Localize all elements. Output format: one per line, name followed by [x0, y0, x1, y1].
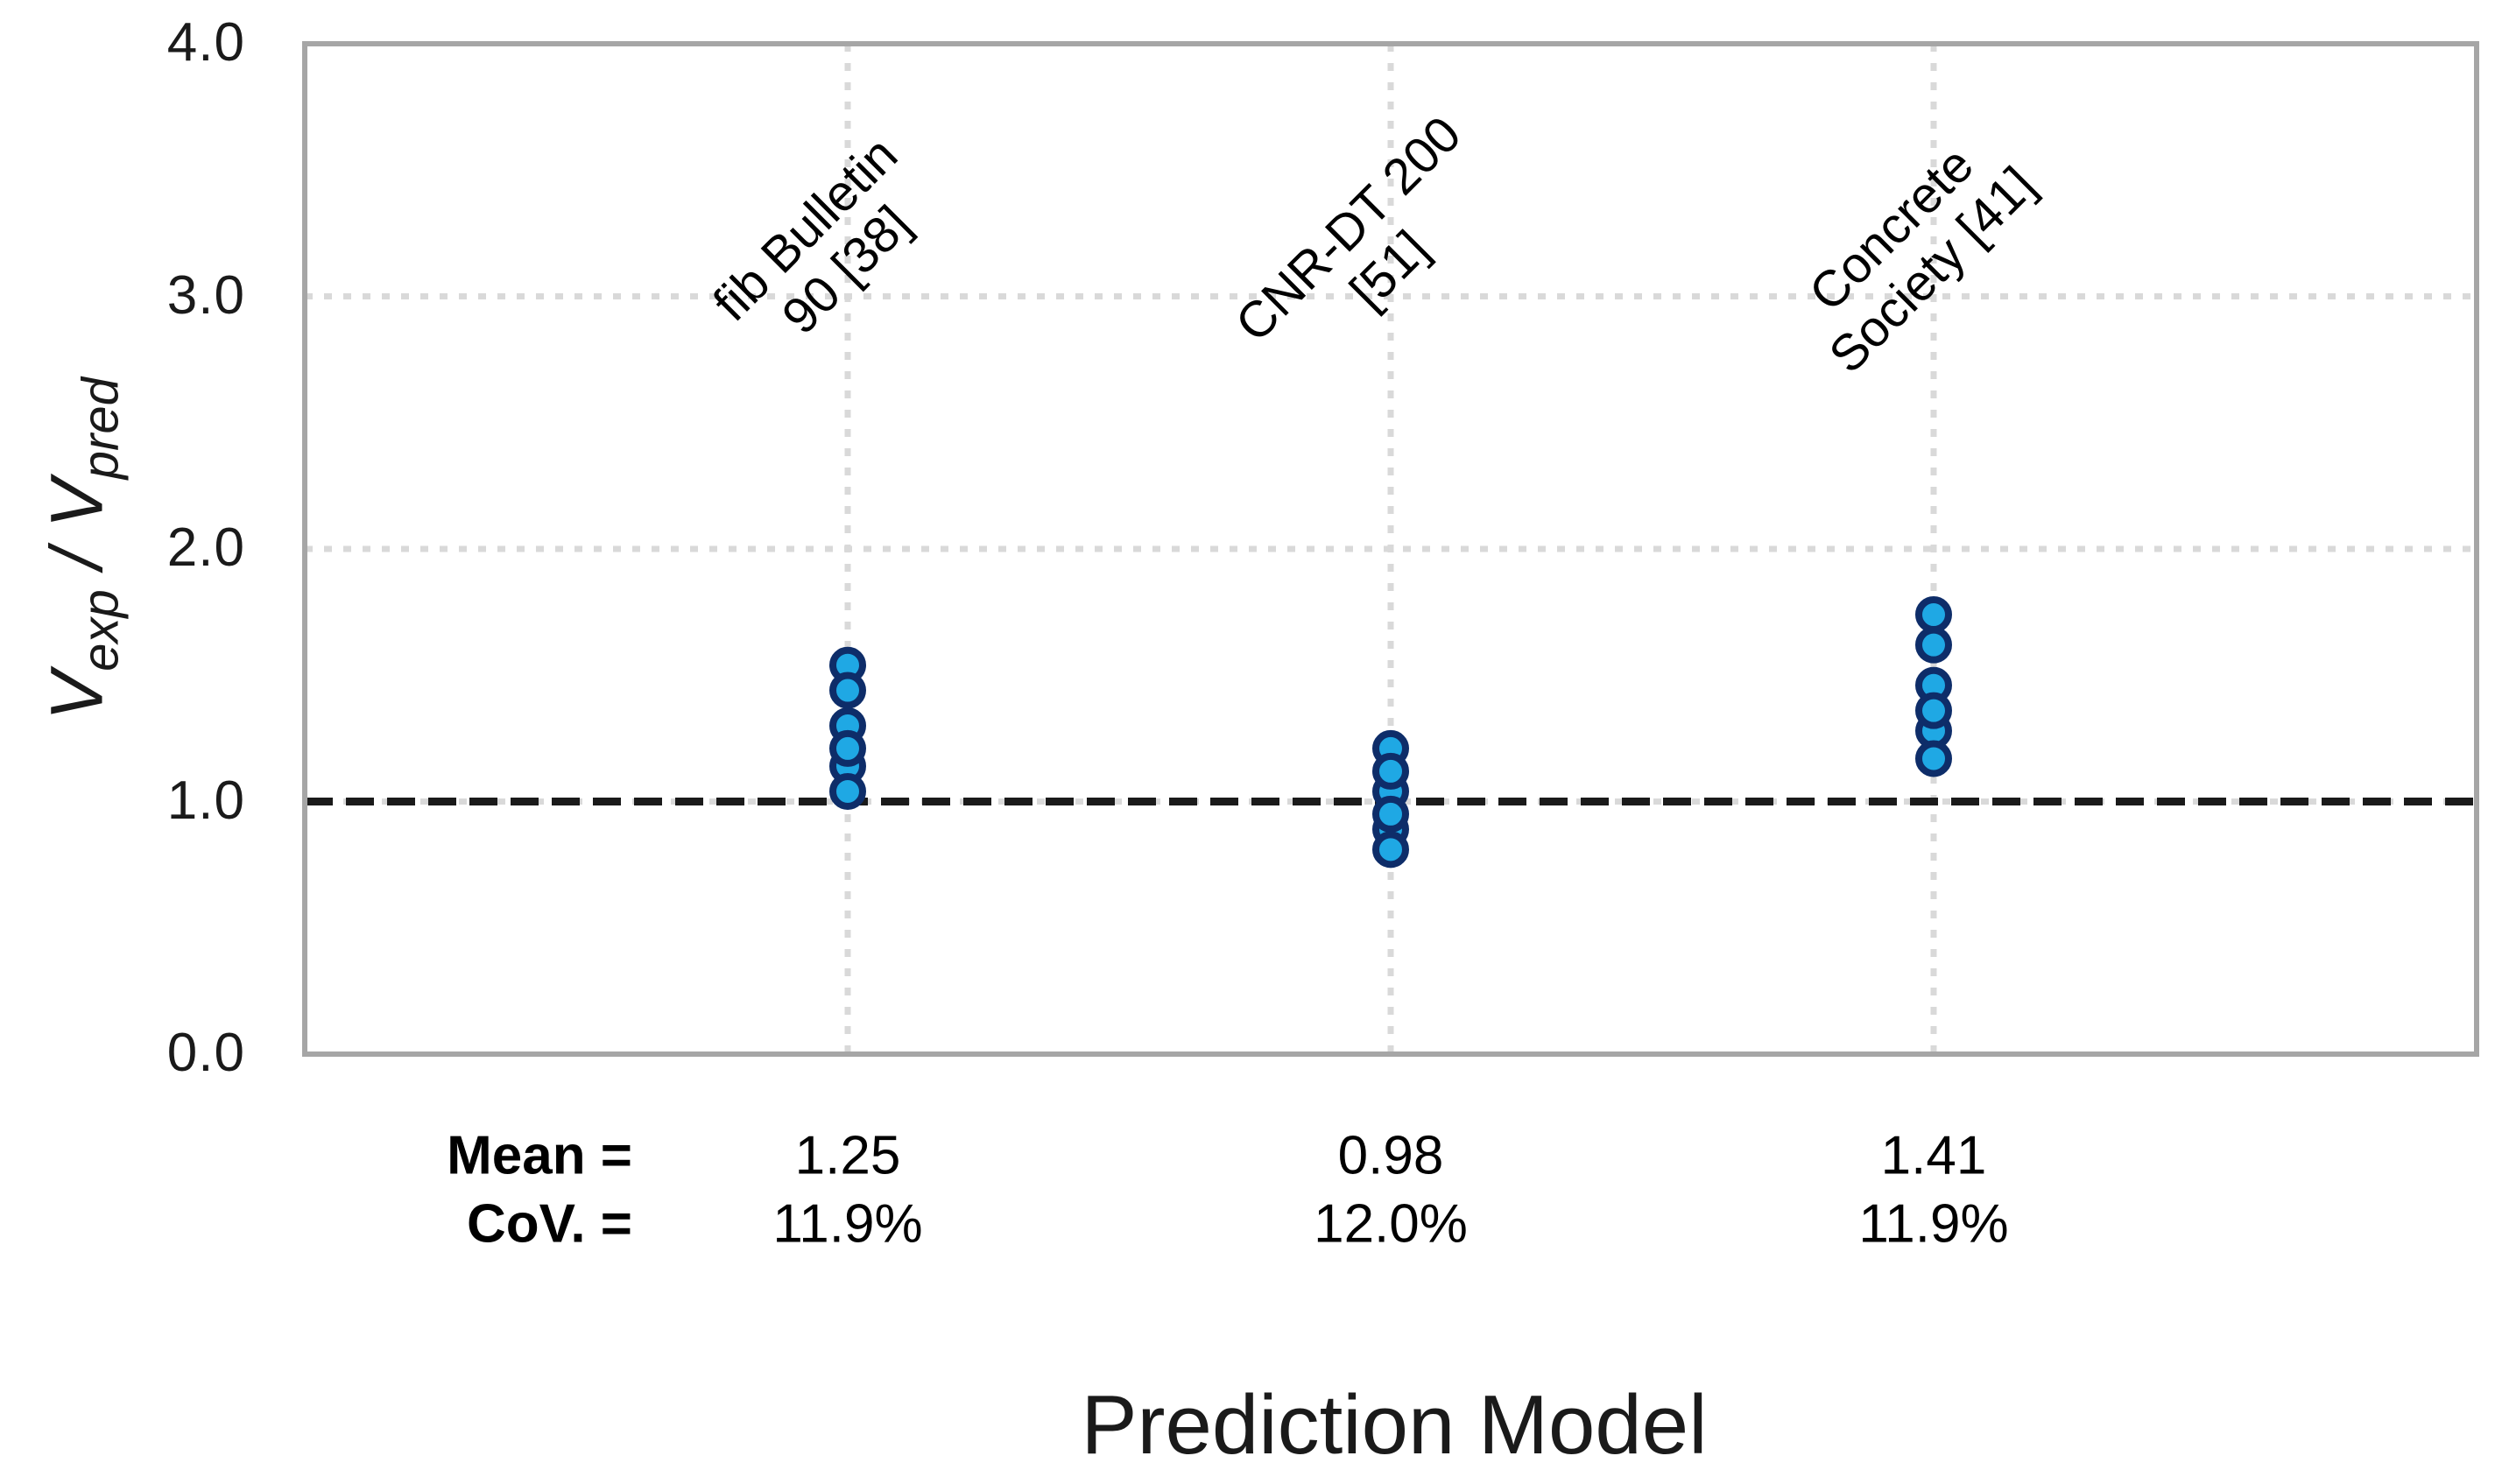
data-point-marker: [1915, 692, 1952, 729]
data-point-marker: [1915, 626, 1952, 664]
y-tick-label-1.0: 1.0: [166, 770, 245, 831]
mean-value-3: 1.41: [1880, 1125, 1987, 1186]
data-point-marker: [1372, 752, 1409, 790]
x-axis-title: Prediction Model: [1081, 1378, 1708, 1472]
data-point-marker: [829, 772, 866, 810]
data-point-marker: [829, 672, 866, 709]
y-axis-title-sub-exp: exp: [72, 589, 130, 672]
y-tick-label-0.0: 0.0: [166, 1023, 245, 1084]
plot-frame: [302, 41, 2479, 1057]
data-point-marker: [829, 729, 866, 767]
mean-value-2: 0.98: [1337, 1125, 1444, 1186]
y-axis-title-sub-pred: pred: [72, 377, 130, 480]
data-point-marker: [1372, 795, 1409, 833]
cov-value-3: 11.9%: [1858, 1193, 2009, 1255]
cov-value-2: 12.0%: [1314, 1193, 1468, 1255]
data-point-marker: [1372, 831, 1409, 869]
mean-row-label: Mean =: [447, 1125, 632, 1186]
mean-value-1: 1.25: [794, 1125, 901, 1186]
y-tick-label-4.0: 4.0: [166, 12, 245, 74]
y-tick-label-2.0: 2.0: [166, 517, 245, 579]
y-axis-title-vexp: V: [35, 671, 118, 721]
cov-value-1: 11.9%: [772, 1193, 923, 1255]
data-point-marker: [1915, 596, 1952, 634]
y-tick-label-3.0: 3.0: [166, 264, 245, 326]
cov-row-label: CoV. =: [467, 1193, 632, 1255]
data-point-marker: [1915, 740, 1952, 777]
